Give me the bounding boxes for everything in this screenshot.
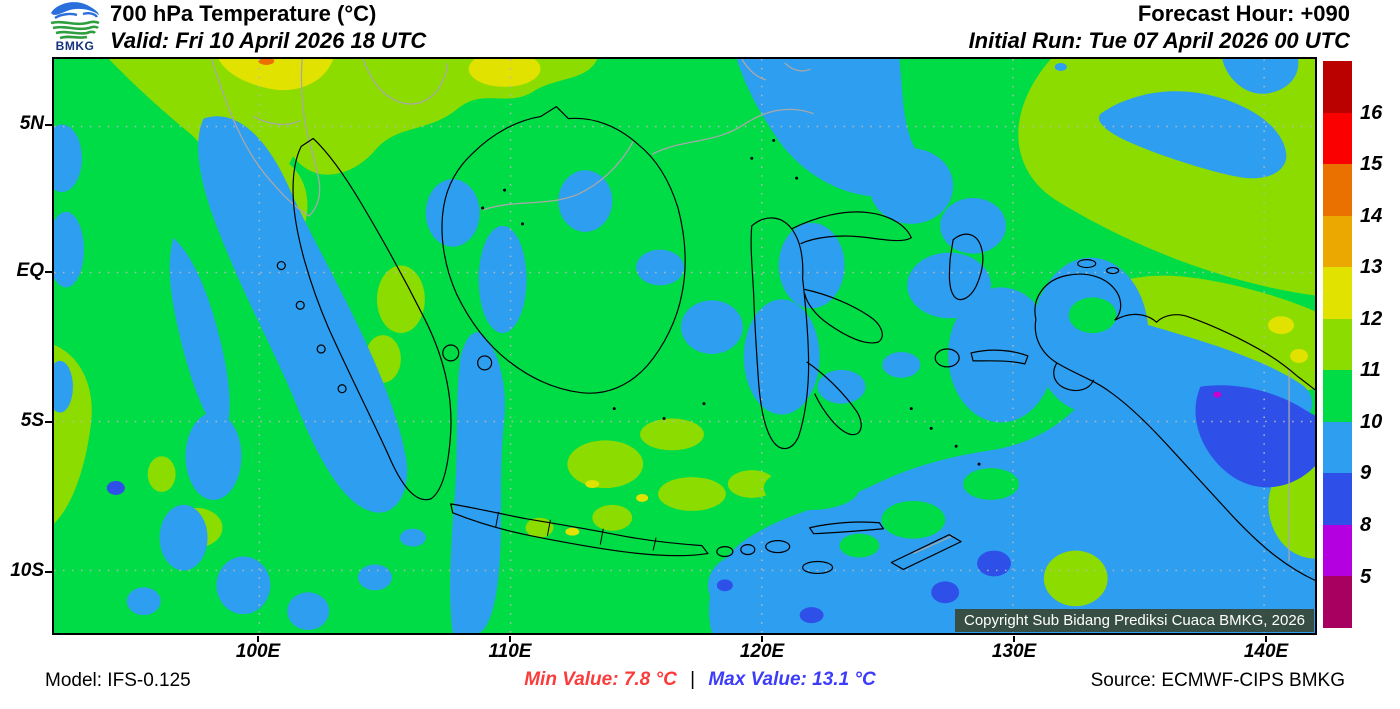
fill-14-15-spot (258, 59, 275, 65)
lat-tick (45, 571, 52, 573)
lon-tick (257, 636, 259, 642)
colorbar-tick-11: 11 (1360, 359, 1381, 381)
bmkg-logo-icon (50, 2, 100, 40)
lat-label-eq: EQ (16, 260, 44, 281)
min-temp-spot (1213, 391, 1222, 398)
min-value-label: Min Value: 7.8 °C (524, 669, 677, 690)
country-borders (210, 59, 1290, 562)
colorbar-segment (1323, 112, 1352, 165)
colorbar-segment (1323, 370, 1352, 422)
colorbar-segment (1323, 421, 1352, 474)
colorbar-tick-9: 9 (1360, 462, 1372, 484)
colorbar-segment (1323, 473, 1352, 525)
lon-label-100e: 100E (235, 641, 281, 662)
minmax-values: Min Value: 7.8 °C | Max Value: 13.1 °C (0, 669, 1400, 691)
temperature-colorbar (1323, 61, 1352, 629)
colorbar-segment (1323, 164, 1352, 216)
source-label: Source: ECMWF-CIPS BMKG (1090, 670, 1345, 691)
lon-tick (1265, 636, 1267, 642)
lon-tick (1013, 636, 1015, 642)
colorbar-segment (1323, 61, 1352, 113)
colorbar-tick-15: 15 (1360, 153, 1383, 175)
lon-label-130e: 130E (991, 641, 1037, 662)
forecast-hour-label: Forecast Hour: +090 (1137, 1, 1350, 26)
colorbar-segment (1323, 524, 1352, 577)
colorbar-tick-14: 14 (1360, 205, 1383, 227)
lon-label-140e: 140E (1243, 641, 1289, 662)
indonesia-temperature-map (54, 59, 1315, 633)
lat-tick (45, 421, 52, 423)
lat-tick (45, 124, 52, 126)
valid-time-label: Valid: Fri 10 April 2026 18 UTC (110, 28, 427, 53)
copyright-overlay: Copyright Sub Bidang Prediksi Cuaca BMKG… (954, 609, 1314, 632)
coastlines (276, 106, 1315, 581)
lon-label-120e: 120E (739, 641, 785, 662)
lon-tick (761, 636, 763, 642)
gridlines (54, 59, 1315, 633)
colorbar-tick-16: 16 (1360, 102, 1383, 124)
initial-run-label: Initial Run: Tue 07 April 2026 00 UTC (968, 28, 1350, 53)
map-frame: Copyright Sub Bidang Prediksi Cuaca BMKG… (52, 57, 1317, 635)
colorbar-tick-5: 5 (1360, 566, 1372, 588)
lat-label-5n: 5N (19, 113, 44, 134)
colorbar-tick-13: 13 (1360, 256, 1383, 278)
model-label: Model: IFS-0.125 (45, 670, 191, 691)
max-value-label: Max Value: 13.1 °C (708, 669, 876, 690)
lon-tick (509, 636, 511, 642)
lat-label-10s: 10S (10, 560, 44, 581)
lat-label-5s: 5S (20, 410, 44, 431)
page-title: 700 hPa Temperature (°C) (110, 1, 377, 26)
bmkg-logo-label: BMKG (55, 39, 95, 53)
fill-8-9 (106, 385, 1315, 624)
colorbar-segment (1323, 267, 1352, 319)
bmkg-logo: BMKG (44, 1, 106, 56)
lon-label-110e: 110E (488, 641, 532, 662)
colorbar-tick-8: 8 (1360, 514, 1372, 536)
colorbar-segment (1323, 576, 1352, 629)
colorbar-tick-10: 10 (1360, 411, 1383, 433)
colorbar-segment (1323, 318, 1352, 371)
value-separator: | (690, 669, 696, 690)
fill-10-11-patches (763, 297, 1117, 558)
lat-tick (45, 271, 52, 273)
colorbar-segment (1323, 215, 1352, 268)
small-island-specks (481, 138, 981, 466)
colorbar-tick-12: 12 (1360, 308, 1383, 330)
